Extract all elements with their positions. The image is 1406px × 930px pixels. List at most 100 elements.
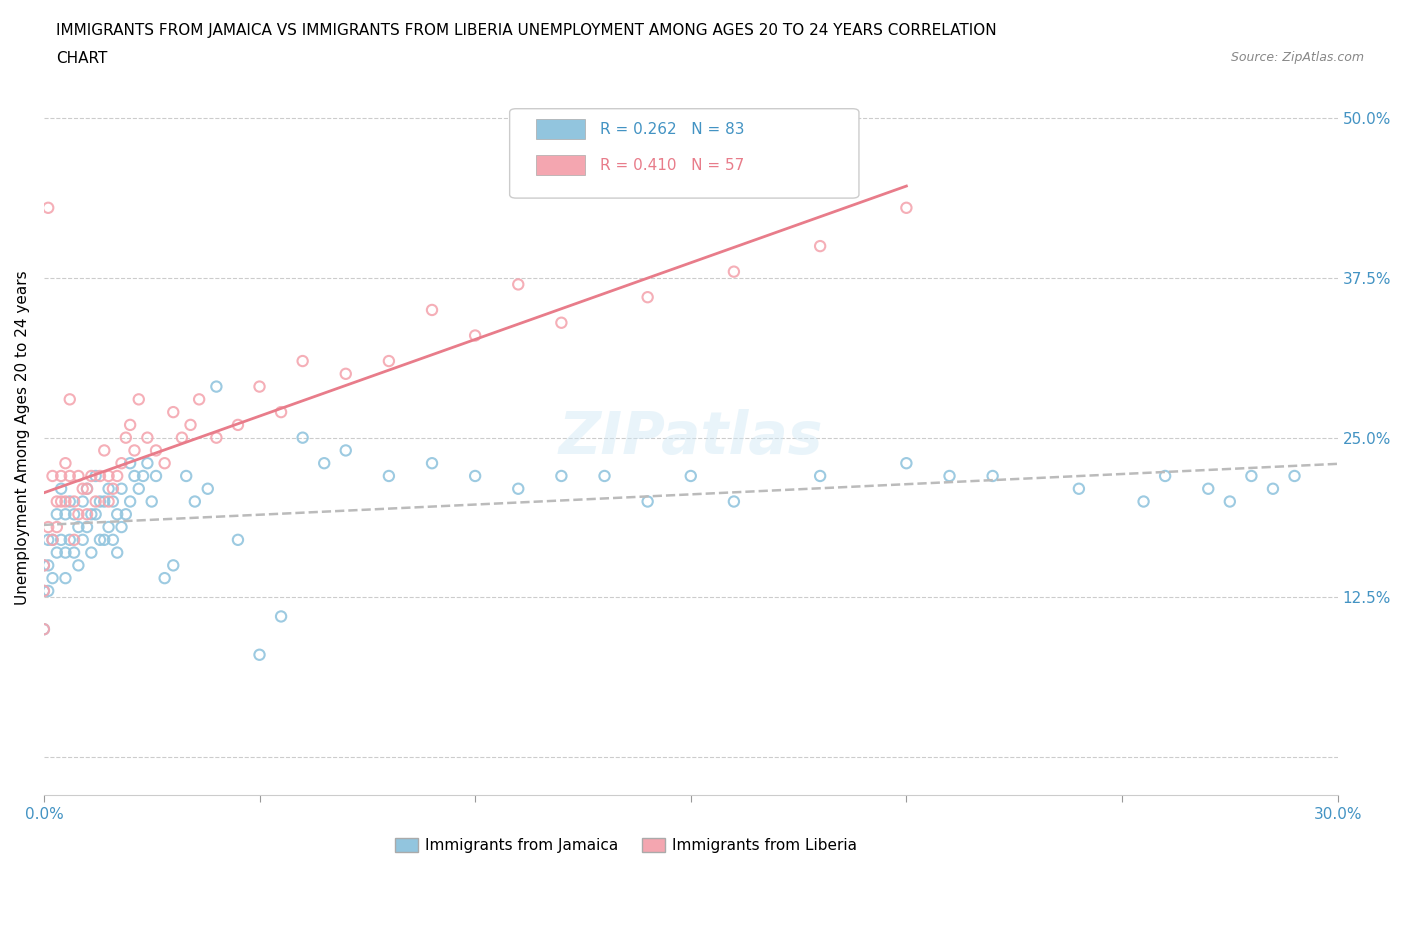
Point (128, 482, 150, 497)
Point (55, 571, 77, 586)
Point (49, 469, 72, 484)
Point (97, 494, 120, 509)
Point (101, 532, 124, 547)
Point (270, 405, 292, 419)
Point (110, 456, 132, 471)
Point (67, 507, 90, 522)
Point (110, 520, 132, 535)
Point (141, 494, 163, 509)
Point (80, 507, 103, 522)
Point (464, 328, 486, 343)
Point (420, 302, 443, 317)
Point (291, 431, 314, 445)
Point (97, 520, 120, 535)
Point (679, 469, 702, 484)
Point (249, 647, 271, 662)
Point (593, 469, 616, 484)
Point (723, 264, 745, 279)
Point (270, 609, 292, 624)
Point (93, 494, 115, 509)
Point (55, 494, 77, 509)
Point (41, 469, 63, 484)
Point (67, 520, 90, 535)
Point (93, 443, 115, 458)
Point (162, 558, 184, 573)
Point (249, 379, 271, 394)
Text: R = 0.410   N = 57: R = 0.410 N = 57 (600, 158, 744, 173)
Point (124, 443, 146, 458)
Point (120, 418, 142, 432)
Point (420, 456, 443, 471)
Point (37, 558, 59, 573)
Point (55, 456, 77, 471)
Point (938, 469, 960, 484)
Point (55, 507, 77, 522)
Point (335, 443, 357, 458)
Point (89, 469, 111, 484)
Point (45, 494, 67, 509)
Point (67, 558, 90, 573)
Point (49, 494, 72, 509)
Point (205, 379, 228, 394)
Point (32, 583, 55, 598)
Point (37, 200, 59, 215)
Point (1219, 494, 1241, 509)
Point (188, 392, 211, 406)
Point (136, 456, 159, 471)
Point (981, 469, 1004, 484)
Point (174, 469, 197, 484)
Point (80, 545, 103, 560)
Point (76, 507, 98, 522)
FancyBboxPatch shape (509, 109, 859, 198)
Point (120, 494, 142, 509)
Point (808, 239, 831, 254)
Point (120, 456, 142, 471)
Point (101, 482, 124, 497)
Point (314, 456, 336, 471)
Point (145, 469, 167, 484)
Point (1154, 469, 1177, 484)
Point (72, 494, 94, 509)
Point (41, 532, 63, 547)
Point (378, 469, 401, 484)
Bar (536, 119, 585, 140)
Point (105, 469, 128, 484)
Point (76, 482, 98, 497)
Point (508, 482, 530, 497)
Point (1197, 482, 1219, 497)
Point (105, 507, 128, 522)
Point (153, 571, 176, 586)
Point (63, 545, 86, 560)
Point (1261, 482, 1284, 497)
Point (32, 558, 55, 573)
Point (335, 366, 357, 381)
Point (205, 431, 228, 445)
Text: CHART: CHART (56, 51, 108, 66)
Point (378, 353, 401, 368)
Point (1284, 469, 1306, 484)
Point (132, 469, 155, 484)
Point (637, 290, 659, 305)
Point (896, 456, 918, 471)
Point (97, 469, 120, 484)
Point (67, 469, 90, 484)
Point (896, 200, 918, 215)
Point (124, 469, 146, 484)
Point (145, 443, 167, 458)
Point (32, 583, 55, 598)
Text: ZIPatlas: ZIPatlas (558, 409, 823, 466)
Point (508, 277, 530, 292)
Point (76, 520, 98, 535)
Point (63, 494, 86, 509)
Point (808, 469, 831, 484)
Point (72, 532, 94, 547)
Point (1132, 494, 1154, 509)
Point (723, 494, 745, 509)
Point (110, 482, 132, 497)
Point (89, 532, 111, 547)
Text: R = 0.262   N = 83: R = 0.262 N = 83 (600, 122, 745, 137)
Point (59, 494, 82, 509)
Point (226, 532, 249, 547)
Point (84, 469, 107, 484)
Point (45, 545, 67, 560)
